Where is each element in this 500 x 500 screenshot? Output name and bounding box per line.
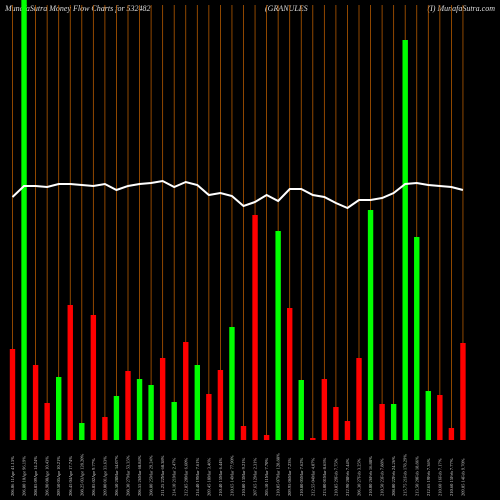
x-tick-label: 205.10 11Mar 7.70% xyxy=(264,458,269,496)
bar xyxy=(32,365,39,440)
x-tick-label: 206.90 08Apr 10.43% xyxy=(45,456,50,496)
bar xyxy=(194,365,200,440)
bar xyxy=(21,0,27,440)
x-tick-label: 207.65 12Mar 2.31% xyxy=(253,458,258,496)
x-tick-label: 208.85 09Apr 14.24% xyxy=(33,456,38,496)
bar xyxy=(44,403,50,440)
bar xyxy=(159,358,166,440)
bar xyxy=(9,349,16,440)
bar xyxy=(460,343,466,440)
x-tick-label: 208.80 25Mar 29.24% xyxy=(149,455,154,496)
bar xyxy=(448,428,455,440)
x-tick-label: 210.80 05Mar 7.62% xyxy=(299,458,304,496)
x-tick-label: 210.80 13Mar 9.21% xyxy=(241,458,246,496)
bar xyxy=(183,342,189,440)
x-tick-label: 206.05 02Apr 9.77% xyxy=(91,458,96,496)
x-tick-label: 210.60 15Feb 7.77% xyxy=(449,458,454,496)
bar xyxy=(298,380,304,440)
bar xyxy=(229,327,235,440)
x-tick-label: 210.65 14Mar 77.90% xyxy=(229,455,234,496)
x-tick-label: 210.05 07Mar 128.88% xyxy=(276,453,281,496)
x-tick-label: 206.55 26Mar 68.84% xyxy=(137,455,142,496)
bar xyxy=(379,404,385,440)
bar xyxy=(67,305,73,440)
x-tick-label: 206.06 11Apr 41.13% xyxy=(10,456,15,496)
chart-subtitle: (GRANULES xyxy=(265,4,308,13)
bar xyxy=(321,379,328,440)
x-tick-label: 206.80 10Apr 96.19% xyxy=(22,456,27,496)
bar xyxy=(333,407,339,440)
bar xyxy=(102,417,108,440)
x-tick-label: 209.95 06Mar 7.23% xyxy=(287,458,292,496)
x-tick-label: 214.10 21Mar 2.47% xyxy=(172,458,177,496)
bar xyxy=(356,358,362,440)
x-tick-label: 206.50 28Mar 34.07% xyxy=(114,455,119,496)
x-tick-label: 212.55 04Mar 4.07% xyxy=(310,458,315,496)
bar xyxy=(414,237,420,440)
bar xyxy=(402,40,408,440)
x-tick-label: 208.25 03Apr 128.20% xyxy=(79,454,84,496)
x-tick-label: 212.65 19Feb 7.36% xyxy=(426,458,431,496)
x-tick-label: 211.25 22Mar 68.38% xyxy=(160,455,165,496)
bar xyxy=(425,391,431,440)
bar xyxy=(206,394,212,440)
line xyxy=(11,179,464,210)
x-tick-label: 210.40 15Mar 6.44% xyxy=(218,458,223,496)
bar xyxy=(90,315,97,440)
bar xyxy=(252,215,258,440)
bar xyxy=(287,308,293,440)
x-tick-label: 213.50 20Feb 18.86% xyxy=(414,456,419,496)
chart-title: MunafaSutra Money Flow Charts for 532482 xyxy=(4,4,151,13)
x-tick-label: 212.90 28Feb 7.44% xyxy=(345,458,350,496)
x-tick-label: 209.50 05Apr 10.21% xyxy=(56,456,61,496)
x-tick-label: 215.75 21Feb 178.29% xyxy=(403,454,408,496)
bar xyxy=(113,396,120,440)
x-tick-label: 208.30 27Mar 53.35% xyxy=(126,455,131,496)
x-tick-label: 214.40 19Mar 7.61% xyxy=(195,458,200,496)
bar xyxy=(125,371,131,440)
bar xyxy=(310,438,316,440)
x-tick-label: 209.45 18Mar 3.46% xyxy=(206,458,211,496)
bar xyxy=(79,423,85,440)
x-tick-label: 209.00 01Apr 33.63% xyxy=(102,456,107,496)
x-tick-label: 206.45 04Apr 17.74% xyxy=(68,456,73,496)
x-tick-label: 210.85 29Feb 7.75% xyxy=(333,458,338,496)
bar xyxy=(240,426,247,440)
bar xyxy=(263,435,270,440)
x-tick-label: 210.50 23Feb 7.88% xyxy=(380,458,385,496)
bar xyxy=(56,377,62,440)
x-tick-label: 210.60 16Feb 7.17% xyxy=(437,458,442,496)
bar xyxy=(136,379,143,440)
bar xyxy=(344,421,351,440)
x-tick-label: 206.30 27Feb 3.25% xyxy=(357,458,362,496)
source: (I) MunafaSutra.com xyxy=(427,4,495,13)
x-tick-label: 208.00 22Feb 24.26% xyxy=(391,456,396,496)
bar xyxy=(217,370,224,440)
x-tick-label: 213.00 01Mar 8.65% xyxy=(322,458,327,496)
bar xyxy=(275,231,281,440)
x-tick-label: 209.05 14Feb 9.70% xyxy=(460,458,465,496)
x-tick-label: 210.00 26Feb 16.88% xyxy=(368,456,373,496)
bar xyxy=(171,402,177,440)
x-tick-label: 212.85 20Mar 6.60% xyxy=(183,458,188,496)
bar xyxy=(390,404,397,440)
bar xyxy=(148,385,154,440)
bar xyxy=(367,210,374,440)
bar xyxy=(437,395,443,440)
